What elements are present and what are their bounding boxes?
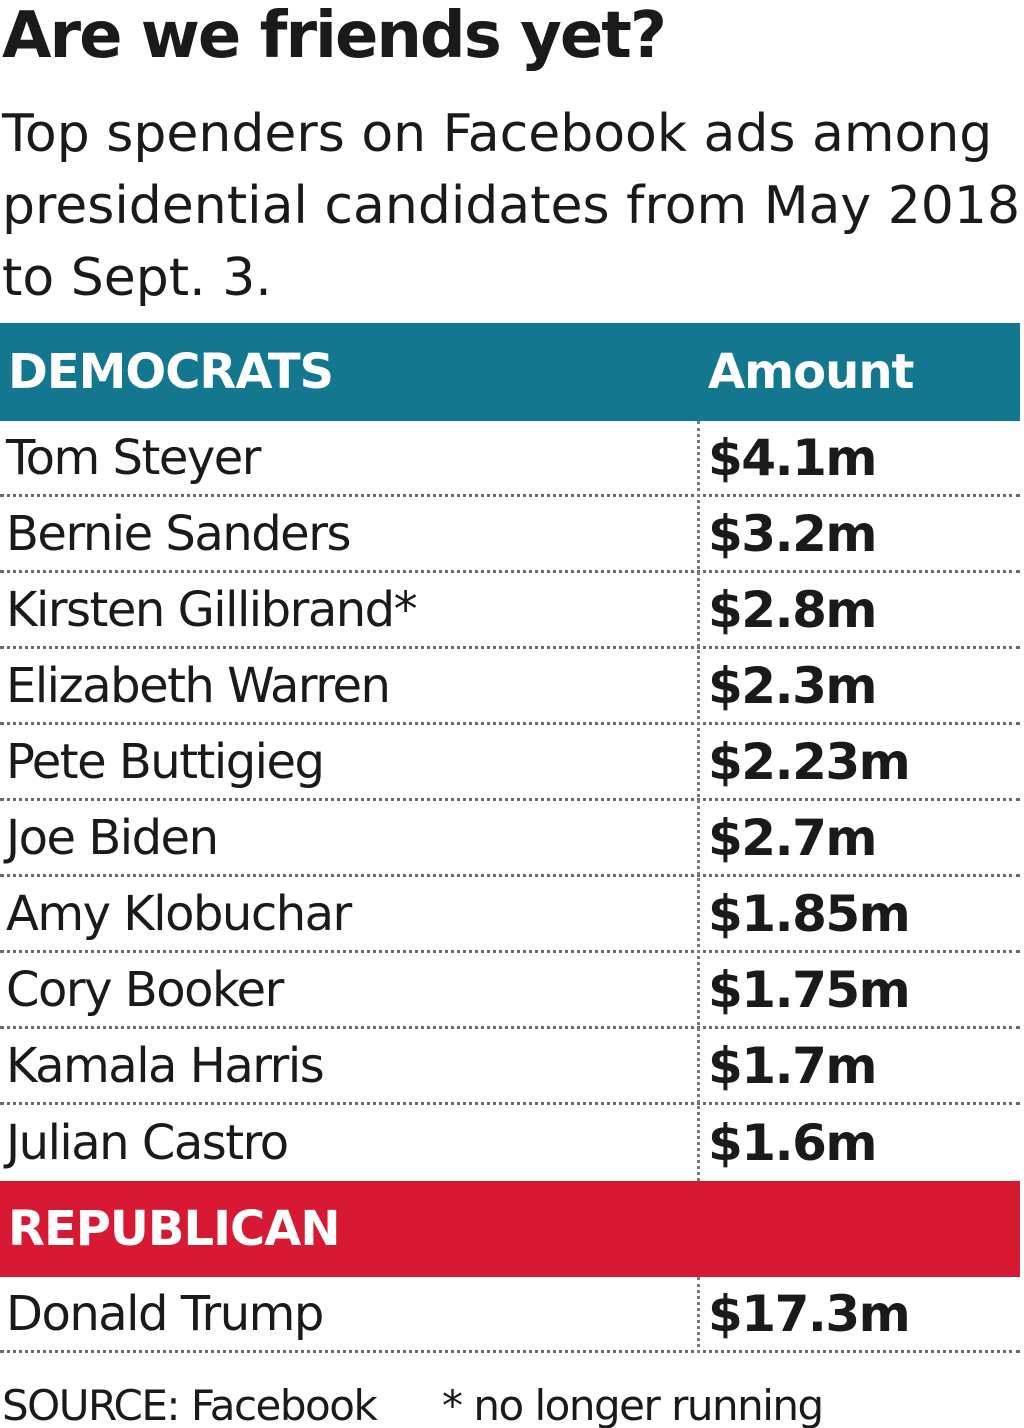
spending-amount: $1.7m xyxy=(708,1036,877,1095)
table-row: Tom Steyer $4.1m xyxy=(0,421,1020,497)
democrats-header: DEMOCRATS Amount xyxy=(0,323,1020,421)
candidate-name: Kirsten Gillibrand* xyxy=(6,581,418,638)
column-divider xyxy=(697,1277,700,1353)
candidate-name: Bernie Sanders xyxy=(6,505,351,562)
footnote: * no longer running xyxy=(442,1381,824,1428)
spending-table: DEMOCRATS Amount Tom Steyer $4.1m Bernie S… xyxy=(0,323,1020,1353)
column-divider xyxy=(697,421,700,1181)
table-row: Bernie Sanders $3.2m xyxy=(0,497,1020,573)
table-row: Pete Buttigieg $2.23m xyxy=(0,725,1020,801)
table-row: Kamala Harris $1.7m xyxy=(0,1029,1020,1105)
spending-amount: $2.3m xyxy=(708,656,877,715)
republican-header-label: REPUBLICAN xyxy=(8,1201,340,1257)
candidate-name: Donald Trump xyxy=(6,1285,324,1342)
spending-amount: $1.85m xyxy=(708,884,911,943)
amount-column-header: Amount xyxy=(708,344,914,400)
table-row: Donald Trump $17.3m xyxy=(0,1277,1020,1353)
candidate-name: Elizabeth Warren xyxy=(6,657,391,714)
table-row: Joe Biden $2.7m xyxy=(0,801,1020,877)
spending-amount: $4.1m xyxy=(708,428,877,487)
table-row: Kirsten Gillibrand* $2.8m xyxy=(0,573,1020,649)
candidate-name: Kamala Harris xyxy=(6,1037,325,1094)
spending-amount: $2.7m xyxy=(708,808,877,867)
democrats-header-label: DEMOCRATS xyxy=(8,344,334,400)
candidate-name: Amy Klobuchar xyxy=(6,885,352,942)
spending-amount: $2.8m xyxy=(708,580,877,639)
republican-header: REPUBLICAN xyxy=(0,1181,1020,1277)
candidate-name: Pete Buttigieg xyxy=(6,733,325,790)
table-row: Elizabeth Warren $2.3m xyxy=(0,649,1020,725)
spending-amount: $3.2m xyxy=(708,504,877,563)
spending-amount: $1.75m xyxy=(708,960,911,1019)
table-row: Julian Castro $1.6m xyxy=(0,1105,1020,1181)
spending-amount: $2.23m xyxy=(708,732,911,791)
table-row: Amy Klobuchar $1.85m xyxy=(0,877,1020,953)
republican-rows: Donald Trump $17.3m xyxy=(0,1277,1020,1353)
democrats-rows: Tom Steyer $4.1m Bernie Sanders $3.2m Kirste… xyxy=(0,421,1020,1181)
chart-title: Are we friends yet? xyxy=(2,0,667,73)
table-row: Cory Booker $1.75m xyxy=(0,953,1020,1029)
source-note: SOURCE: Facebook xyxy=(2,1381,378,1428)
chart-subtitle: Top spenders on Facebook ads among presi… xyxy=(2,104,1021,308)
chart-footer: SOURCE: Facebook * no longer running xyxy=(2,1376,1024,1428)
candidate-name: Tom Steyer xyxy=(6,429,262,486)
candidate-name: Julian Castro xyxy=(6,1115,289,1171)
candidate-name: Cory Booker xyxy=(6,961,284,1018)
spending-amount: $17.3m xyxy=(708,1284,911,1343)
spending-amount: $1.6m xyxy=(708,1114,877,1172)
candidate-name: Joe Biden xyxy=(6,809,219,866)
